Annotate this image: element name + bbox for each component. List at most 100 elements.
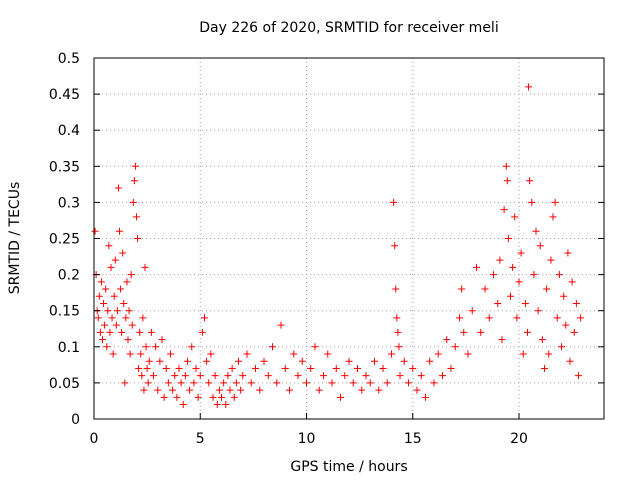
data-point <box>125 307 133 315</box>
data-point <box>247 379 255 387</box>
data-point <box>181 372 189 380</box>
y-tick-label: 0 <box>71 412 80 428</box>
data-point <box>141 263 149 271</box>
x-tick-label: 20 <box>510 431 528 447</box>
data-point <box>237 386 245 394</box>
data-point <box>517 249 525 257</box>
x-axis-label: GPS time / hours <box>290 459 407 475</box>
data-point <box>209 393 217 401</box>
data-point <box>131 162 139 170</box>
data-point <box>162 364 170 372</box>
data-point <box>286 386 293 394</box>
data-point <box>434 350 442 358</box>
data-point <box>511 213 519 221</box>
data-point <box>396 372 404 380</box>
data-point <box>460 328 468 336</box>
data-point <box>568 278 576 286</box>
data-point <box>102 285 110 293</box>
data-point <box>158 336 166 344</box>
data-point <box>315 386 323 394</box>
data-point <box>395 343 403 351</box>
data-point <box>100 299 108 307</box>
data-points <box>91 83 585 409</box>
data-point <box>103 343 111 351</box>
data-point <box>205 379 213 387</box>
data-point <box>294 372 302 380</box>
data-point <box>152 343 160 351</box>
data-point <box>150 372 157 380</box>
data-point <box>211 372 219 380</box>
data-point <box>538 336 546 344</box>
data-point <box>218 393 225 401</box>
data-point <box>500 206 508 214</box>
data-point <box>203 357 211 365</box>
data-point <box>509 263 517 271</box>
data-point <box>375 386 383 394</box>
y-tick-label: 0.5 <box>58 51 80 67</box>
data-point <box>188 343 196 351</box>
data-point <box>513 314 521 322</box>
data-point <box>341 372 349 380</box>
data-point <box>371 357 378 365</box>
data-point <box>464 350 472 358</box>
x-axis-ticks: 0 5 10 15 20 <box>90 413 528 447</box>
data-point <box>117 285 125 293</box>
data-point <box>130 177 138 185</box>
data-point <box>273 379 281 387</box>
data-point <box>566 357 574 365</box>
x-tick-label: 5 <box>196 431 205 447</box>
data-point <box>337 393 344 401</box>
data-point <box>545 350 553 358</box>
data-point <box>543 285 551 293</box>
data-point <box>525 83 533 91</box>
data-point <box>129 198 137 206</box>
data-point <box>213 401 221 409</box>
grid-lines <box>94 58 604 419</box>
data-point <box>503 177 511 185</box>
data-point <box>562 321 570 329</box>
data-point <box>120 299 128 307</box>
data-point <box>530 271 538 279</box>
data-point <box>256 386 264 394</box>
data-point <box>222 401 230 409</box>
data-point <box>207 350 215 358</box>
data-point <box>230 393 238 401</box>
data-point <box>366 379 374 387</box>
data-point <box>541 364 548 372</box>
data-point <box>264 372 272 380</box>
data-point <box>118 328 126 336</box>
data-point <box>311 343 319 351</box>
data-point <box>97 278 105 286</box>
data-point <box>349 379 357 387</box>
x-tick-label: 10 <box>298 431 316 447</box>
data-point <box>94 314 102 322</box>
data-point <box>194 393 202 401</box>
data-point <box>147 328 155 336</box>
data-point <box>354 364 361 372</box>
data-point <box>494 299 502 307</box>
data-point <box>388 350 395 358</box>
data-point <box>430 379 438 387</box>
data-point <box>307 364 315 372</box>
data-point <box>96 328 104 336</box>
data-point <box>235 357 242 365</box>
data-point <box>417 372 425 380</box>
data-point <box>362 372 370 380</box>
data-point <box>192 364 200 372</box>
data-point <box>116 227 123 235</box>
y-tick-label: 0.05 <box>49 376 80 392</box>
data-point <box>127 271 135 279</box>
y-tick-label: 0.1 <box>58 340 80 356</box>
data-point <box>551 198 559 206</box>
data-point <box>243 350 251 358</box>
data-point <box>137 350 145 358</box>
data-point <box>281 364 289 372</box>
data-point <box>140 386 148 394</box>
data-point <box>145 357 153 365</box>
y-axis-label: SRMTID / TECUs <box>7 182 23 295</box>
data-point <box>528 198 536 206</box>
data-point <box>413 386 421 394</box>
data-point <box>456 314 463 322</box>
y-axis-ticks: 0 0.05 0.1 0.15 0.2 0.25 0.3 0.35 0.4 0.45 0.5 <box>49 51 604 428</box>
